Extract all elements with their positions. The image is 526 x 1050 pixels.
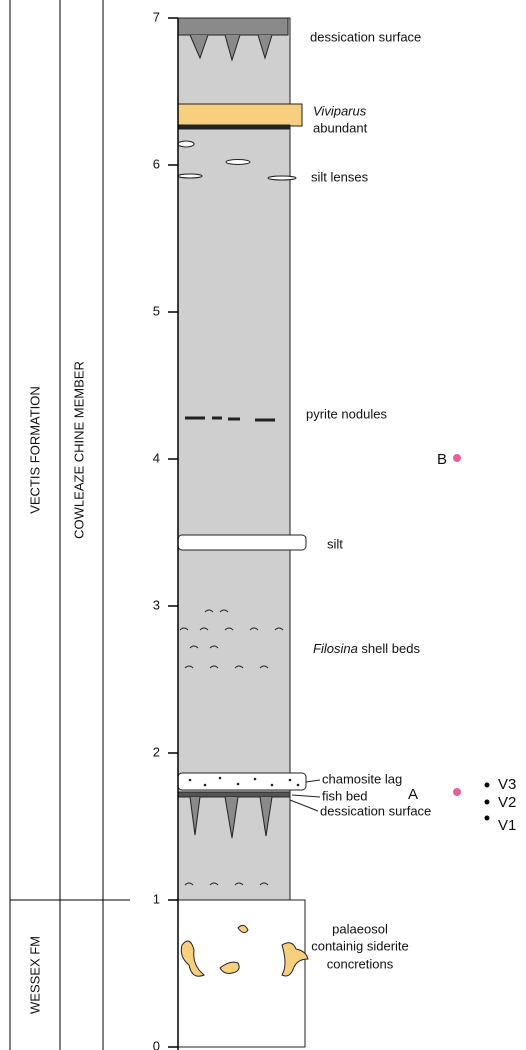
sample-label: V1 (498, 817, 516, 834)
annotation: dessication surface (320, 803, 431, 818)
scale-tick-label: 4 (153, 450, 160, 465)
formation-label: VECTIS FORMATION (27, 386, 42, 514)
scale-tick-label: 2 (153, 744, 160, 759)
annotation-italic: Filosina (313, 641, 358, 656)
scale-tick-label: 6 (153, 156, 160, 171)
annotation: palaeosol (332, 921, 388, 936)
stratigraphic-log: VECTIS FORMATION COWLEAZE CHINE MEMBER W… (0, 0, 526, 1050)
sample-point (453, 454, 461, 462)
scale-tick-label: 1 (153, 891, 160, 906)
annotation: concretions (327, 956, 394, 971)
annotation: chamosite lag (322, 771, 402, 786)
sample-point (485, 816, 490, 821)
annotation: Filosina shell beds (313, 641, 420, 656)
annotation: Viviparus (313, 103, 367, 118)
annotation-text: shell beds (361, 641, 420, 656)
annotation: containig siderite (311, 938, 409, 953)
sample-label: B (437, 451, 447, 468)
sample-label: A (408, 786, 418, 803)
annotation: silt lenses (311, 169, 369, 184)
scale-tick-label: 7 (153, 9, 160, 24)
scale-tick-label: 0 (153, 1038, 160, 1050)
annotation: abundant (313, 120, 368, 135)
sample-label: V3 (498, 776, 516, 793)
annotation: fish bed (322, 788, 368, 803)
annotation: silt (327, 536, 343, 551)
member-label: COWLEAZE CHINE MEMBER (71, 361, 86, 539)
sample-point (485, 800, 490, 805)
sample-point (485, 783, 490, 788)
unit-columns (10, 0, 130, 1050)
log-column (178, 18, 308, 1047)
annotation: pyrite nodules (306, 406, 387, 421)
scale-tick-label: 3 (153, 597, 160, 612)
lower-unit-label: WESSEX FM (27, 936, 42, 1014)
scale-tick-label: 5 (153, 303, 160, 318)
sample-point (453, 788, 461, 796)
sample-label: V2 (498, 794, 516, 811)
annotation: dessication surface (310, 29, 421, 44)
